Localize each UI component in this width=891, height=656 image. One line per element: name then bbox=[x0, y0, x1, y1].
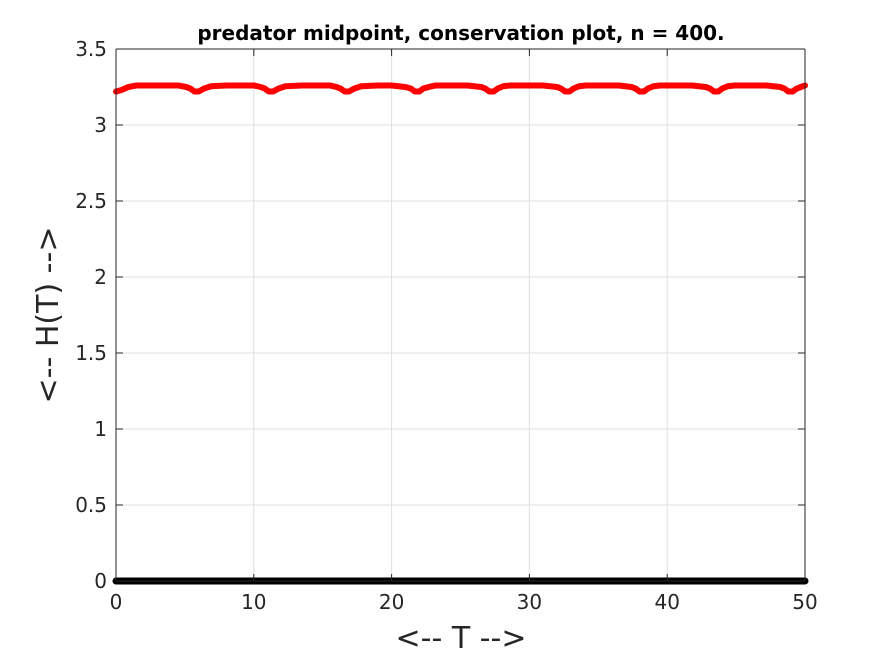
chart-title: predator midpoint, conservation plot, n … bbox=[197, 21, 724, 45]
y-tick-label: 2.5 bbox=[75, 189, 107, 213]
x-ticks: 0 10 20 30 40 50 bbox=[110, 49, 818, 614]
series-line-red bbox=[113, 82, 808, 95]
x-axis-label: <-- T --> bbox=[396, 621, 527, 656]
x-tick-label: 50 bbox=[792, 590, 817, 614]
x-tick-label: 10 bbox=[241, 590, 266, 614]
plot-area: 0 10 20 30 40 50 0 0.5 1 1.5 2 2.5 3 3.5 bbox=[75, 37, 818, 614]
y-tick-label: 1.5 bbox=[75, 341, 107, 365]
y-tick-label: 3.5 bbox=[75, 37, 107, 61]
y-tick-label: 1 bbox=[94, 417, 107, 441]
axes bbox=[115, 48, 806, 582]
y-tick-label: 3 bbox=[94, 113, 107, 137]
y-tick-label: 0.5 bbox=[75, 493, 107, 517]
x-tick-label: 20 bbox=[379, 590, 404, 614]
axes-background bbox=[116, 49, 805, 581]
x-tick-label: 0 bbox=[110, 590, 123, 614]
y-ticks: 0 0.5 1 1.5 2 2.5 3 3.5 bbox=[75, 37, 805, 593]
x-tick-label: 40 bbox=[654, 590, 679, 614]
y-axis-label: <-- H(T) --> bbox=[31, 227, 66, 404]
x-tick-label: 30 bbox=[517, 590, 542, 614]
grid-lines bbox=[116, 49, 805, 581]
y-tick-label: 0 bbox=[94, 569, 107, 593]
y-tick-label: 2 bbox=[94, 265, 107, 289]
